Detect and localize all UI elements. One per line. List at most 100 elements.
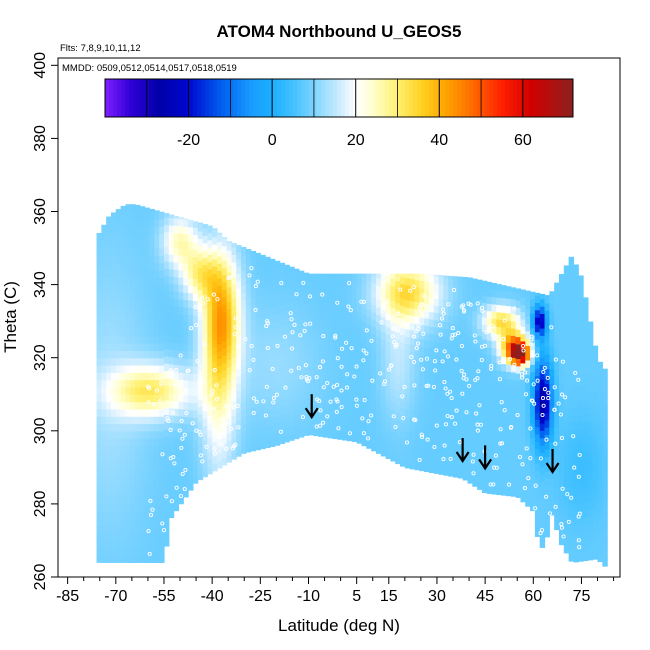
heatmap-cell (534, 397, 541, 406)
heatmap-cell (472, 434, 478, 443)
heatmap-cell (207, 371, 213, 380)
heatmap-cell (226, 388, 233, 397)
observation-point (226, 275, 231, 280)
heatmap-cell (101, 365, 107, 373)
heatmap-cell (144, 408, 151, 417)
heatmap-cell (303, 325, 310, 334)
colorbar-cell (441, 79, 446, 117)
heatmap-cell (491, 398, 497, 407)
observation-point (420, 302, 425, 307)
heatmap-cell (130, 518, 136, 527)
heatmap-cell (414, 381, 420, 390)
heatmap-cell (549, 310, 555, 319)
heatmap-cell (443, 453, 449, 462)
heatmap-cell (409, 439, 416, 448)
heatmap-cell (221, 377, 228, 386)
heatmap-cell (539, 379, 546, 388)
heatmap-cell (462, 457, 469, 466)
heatmap-cell (544, 361, 550, 370)
heatmap-cell (428, 333, 435, 342)
colorbar-cell (113, 79, 118, 117)
heatmap-cell (501, 385, 507, 394)
heatmap-cell (501, 400, 507, 408)
heatmap-cell (173, 437, 180, 446)
heatmap-cell (496, 443, 502, 452)
heatmap-cell (602, 544, 608, 553)
heatmap-cell (515, 460, 522, 469)
observation-point (185, 368, 190, 373)
heatmap-cell (347, 316, 353, 325)
heatmap-cell (289, 418, 295, 427)
heatmap-cell (400, 422, 406, 431)
heatmap-cell (371, 289, 377, 298)
heatmap-cell (554, 405, 560, 414)
heatmap-cell (583, 436, 589, 445)
heatmap-cell (433, 414, 440, 423)
heatmap-cell (371, 311, 377, 320)
heatmap-cell (530, 371, 536, 380)
observation-point (308, 321, 313, 326)
heatmap-cell (125, 518, 131, 527)
heatmap-cell (380, 338, 387, 347)
heatmap-cell (515, 336, 522, 345)
heatmap-cell (154, 240, 160, 249)
heatmap-cell (221, 399, 228, 408)
observation-point (577, 452, 582, 458)
heatmap-cell (130, 350, 136, 359)
heatmap-cell (101, 460, 107, 468)
heatmap-cell (544, 383, 550, 392)
heatmap-cell (563, 296, 570, 305)
heatmap-cell (250, 326, 257, 335)
heatmap-cell (390, 300, 396, 309)
observation-point (220, 423, 225, 428)
heatmap-cell (583, 341, 589, 350)
heatmap-cell (101, 430, 107, 439)
heatmap-cell (216, 233, 223, 242)
heatmap-cell (602, 551, 608, 560)
heatmap-cell (477, 335, 483, 344)
heatmap-cell (356, 326, 363, 334)
heatmap-cell (592, 345, 599, 348)
heatmap-cell (578, 276, 584, 284)
heatmap-cell (375, 409, 382, 418)
heatmap-cell (424, 369, 430, 378)
observation-point (172, 461, 177, 466)
heatmap-cell (472, 427, 478, 436)
heatmap-cell (414, 316, 420, 325)
heatmap-cell (231, 290, 237, 299)
heatmap-cell (337, 366, 343, 375)
heatmap-cell (163, 436, 170, 445)
heatmap-cell (260, 346, 266, 355)
heatmap-cell (154, 379, 160, 388)
heatmap-cell (255, 332, 261, 341)
heatmap-cell (409, 410, 416, 419)
heatmap-cell (558, 376, 565, 385)
heatmap-cell (366, 331, 372, 340)
heatmap-cell (135, 335, 141, 344)
heatmap-cell (154, 438, 160, 447)
heatmap-cell (115, 233, 122, 242)
observation-point (560, 359, 565, 364)
heatmap-cell (457, 434, 464, 442)
heatmap-cell (135, 401, 141, 410)
heatmap-cell (313, 318, 319, 327)
heatmap-cell (515, 468, 522, 476)
heatmap-cell (125, 313, 131, 322)
heatmap-cell (549, 383, 555, 392)
heatmap-cell (197, 413, 204, 422)
heatmap-cell (101, 540, 107, 549)
heatmap-cell (120, 226, 127, 235)
heatmap-cell (241, 445, 247, 454)
heatmap-cell (265, 440, 271, 449)
heatmap-cell (236, 266, 242, 274)
heatmap-cell (510, 430, 517, 439)
heatmap-cell (539, 539, 546, 548)
heatmap-cell (154, 313, 160, 322)
heatmap-cell (578, 319, 584, 328)
heatmap-cell (602, 434, 608, 443)
colorbar-cell (261, 79, 266, 117)
heatmap-cell (563, 435, 570, 444)
colorbar-cell (541, 79, 546, 117)
heatmap-cell (549, 368, 555, 377)
heatmap-cell (168, 217, 175, 226)
